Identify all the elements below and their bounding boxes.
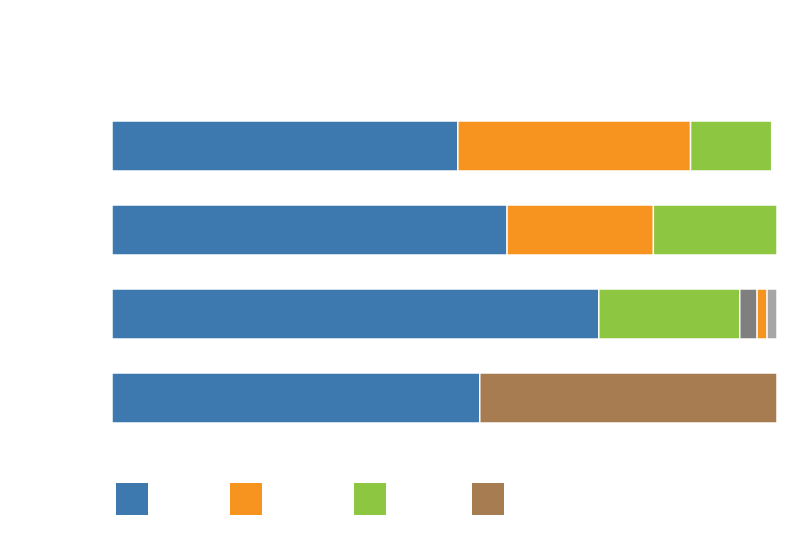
bar-segment [506, 204, 655, 256]
bar-segment [478, 372, 778, 424]
bar-segment [652, 204, 778, 256]
bar-segment [598, 288, 741, 340]
bar-segment [111, 372, 481, 424]
legend-swatch [116, 483, 148, 515]
bar-segment [739, 288, 758, 340]
bar-segment [689, 120, 773, 172]
bar-segment [111, 204, 508, 256]
legend-swatch [354, 483, 386, 515]
legend-swatch [472, 483, 504, 515]
legend-swatch [230, 483, 262, 515]
bar-segment [111, 120, 459, 172]
bar-segment [756, 288, 768, 340]
bar-segment [457, 120, 692, 172]
bar-segment [766, 288, 778, 340]
bar-segment [111, 288, 600, 340]
